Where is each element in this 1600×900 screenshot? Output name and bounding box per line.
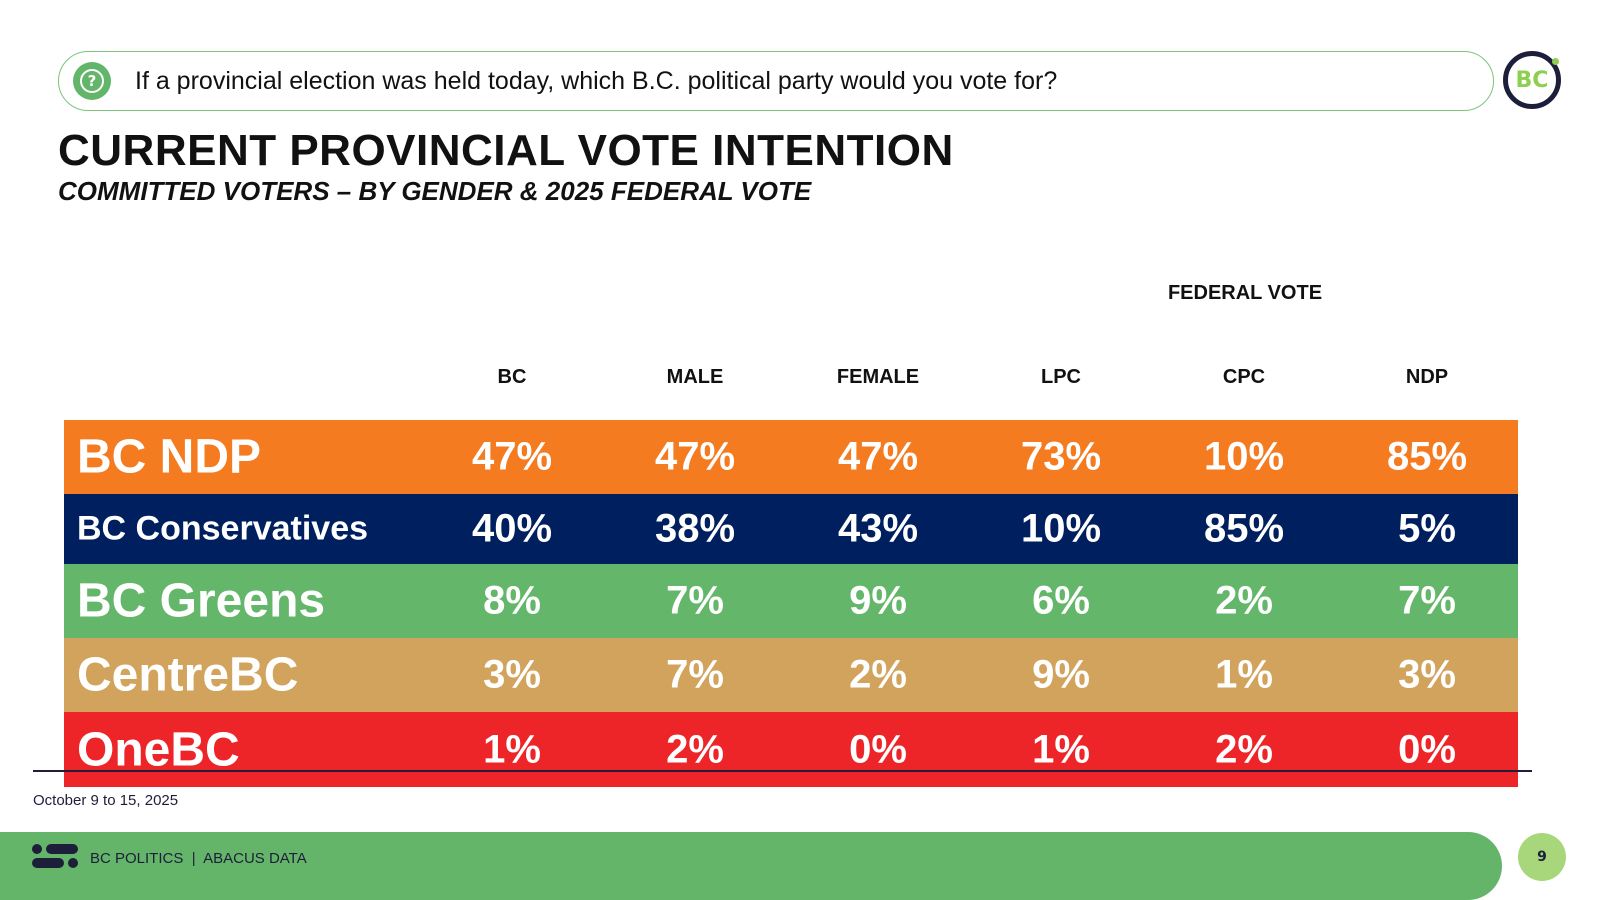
table-cell: 3% (1398, 652, 1456, 697)
table-cell: 47% (837, 434, 919, 479)
footer-text: BC POLITICS | ABACUS DATA (90, 850, 307, 867)
table-cell: 1% (1032, 727, 1090, 771)
table-cell: 0% (849, 727, 907, 771)
column-header: FEMALE (836, 366, 920, 388)
table-cell: 40% (471, 506, 553, 551)
table-cell: 9% (849, 578, 907, 623)
table-cell: 47% (654, 434, 736, 479)
federal-vote-header: FEDERAL VOTE (1167, 282, 1323, 304)
table-cell: 5% (1398, 506, 1456, 551)
table-cell: 7% (666, 652, 724, 697)
question-text: If a provincial election was held today,… (135, 66, 1058, 95)
page-subtitle: COMMITTED VOTERS – BY GENDER & 2025 FEDE… (58, 176, 812, 206)
table-cell: 1% (483, 727, 541, 771)
table-cell: 6% (1032, 578, 1090, 623)
table-row: CentreBC 3% 7% 2% 9% 1% 3% (64, 638, 1518, 712)
table-cell: 8% (483, 578, 541, 623)
column-header: NDP (1405, 366, 1449, 388)
logo-text: BC (1515, 67, 1549, 93)
page-number: 9 (1518, 833, 1566, 881)
table-cell: 43% (837, 506, 919, 551)
column-header: BC (497, 366, 527, 388)
table-cell: 73% (1020, 434, 1102, 479)
column-header: LPC (1041, 366, 1081, 388)
party-label: OneBC (77, 723, 240, 776)
column-header: CPC (1222, 366, 1266, 388)
table-cell: 38% (654, 506, 736, 551)
party-label: BC NDP (77, 430, 262, 484)
question-icon: ? (73, 62, 111, 100)
table-row: BC Greens 8% 7% 9% 6% 2% 7% (64, 564, 1518, 638)
table-cell: 2% (1215, 578, 1273, 623)
table-cell: 1% (1215, 652, 1273, 697)
abacus-logo-icon (32, 844, 78, 870)
footer-bar: BC POLITICS | ABACUS DATA (0, 832, 1502, 900)
table-cell: 9% (1032, 652, 1090, 697)
table-cell: 2% (849, 652, 907, 697)
bc-logo: BC (1503, 51, 1561, 109)
table-cell: 47% (471, 434, 553, 479)
table-row: BC Conservatives 40% 38% 43% 10% 85% 5% (64, 494, 1518, 564)
party-label: CentreBC (77, 648, 299, 702)
table-cell: 7% (1398, 578, 1456, 623)
divider (33, 770, 1532, 772)
table-cell: 2% (666, 727, 724, 771)
party-label: BC Conservatives (77, 509, 369, 548)
date-range: October 9 to 15, 2025 (33, 792, 179, 809)
table-cell: 85% (1203, 506, 1285, 551)
table-cell: 0% (1398, 727, 1456, 771)
table-cell: 85% (1386, 434, 1468, 479)
table-row: BC NDP 47% 47% 47% 73% 10% 85% (64, 420, 1518, 494)
table-cell: 3% (483, 652, 541, 697)
question-bar: ? If a provincial election was held toda… (58, 51, 1494, 111)
table-cell: 10% (1020, 506, 1102, 551)
table-cell: 2% (1215, 727, 1273, 771)
table-cell: 7% (666, 578, 724, 623)
column-header: MALE (666, 366, 724, 388)
party-label: BC Greens (77, 574, 326, 628)
table-cell: 10% (1203, 434, 1285, 479)
table-row: OneBC 1% 2% 0% 1% 2% 0% (64, 712, 1518, 787)
page-title: CURRENT PROVINCIAL VOTE INTENTION (58, 126, 954, 175)
